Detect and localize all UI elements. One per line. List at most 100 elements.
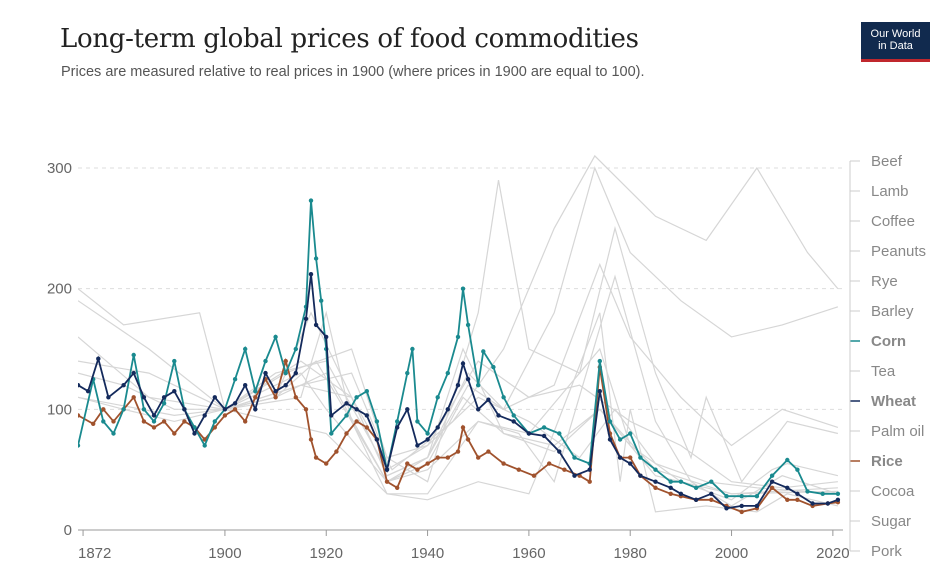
data-point-rice[interactable] (172, 431, 177, 436)
data-point-corn[interactable] (481, 349, 486, 354)
data-point-corn[interactable] (607, 419, 613, 424)
data-point-wheat[interactable] (476, 407, 481, 412)
data-point-wheat[interactable] (172, 389, 177, 394)
data-point-wheat[interactable] (273, 389, 278, 394)
legend-item-barley[interactable]: Barley (871, 303, 914, 320)
legend-item-peanuts[interactable]: Peanuts (871, 243, 926, 260)
data-point-wheat[interactable] (795, 491, 800, 496)
data-point-wheat[interactable] (182, 407, 187, 412)
data-point-corn[interactable] (374, 419, 380, 424)
data-point-rice[interactable] (455, 449, 461, 454)
data-point-corn[interactable] (395, 419, 400, 424)
data-point-corn[interactable] (557, 431, 562, 436)
data-point-rice[interactable] (531, 473, 537, 478)
data-point-corn[interactable] (243, 346, 248, 352)
data-point-rice[interactable] (384, 479, 390, 484)
data-point-wheat[interactable] (253, 407, 258, 412)
legend-item-corn[interactable]: Corn (871, 333, 906, 350)
data-point-corn[interactable] (724, 494, 729, 499)
data-point-wheat[interactable] (151, 413, 157, 418)
data-point-rice[interactable] (253, 395, 258, 400)
data-point-wheat[interactable] (638, 473, 643, 478)
data-point-corn[interactable] (308, 198, 314, 203)
data-point-wheat[interactable] (587, 467, 592, 472)
legend-item-tea[interactable]: Tea (871, 363, 896, 380)
legend-item-rice[interactable]: Rice (871, 453, 903, 470)
data-point-corn[interactable] (131, 352, 136, 358)
data-point-wheat[interactable] (678, 491, 684, 496)
legend-item-palm-oil[interactable]: Palm oil (871, 423, 924, 440)
data-point-wheat[interactable] (374, 437, 380, 442)
data-point-wheat[interactable] (222, 407, 228, 412)
data-point-corn[interactable] (141, 407, 147, 412)
series-line-cocoa[interactable] (224, 274, 839, 507)
data-point-rice[interactable] (161, 419, 167, 424)
data-point-wheat[interactable] (243, 383, 248, 388)
data-point-rice[interactable] (111, 419, 116, 424)
data-point-corn[interactable] (739, 494, 744, 499)
data-point-rice[interactable] (516, 467, 521, 472)
data-point-rice[interactable] (476, 455, 481, 460)
data-point-rice[interactable] (739, 509, 744, 515)
data-point-wheat[interactable] (131, 370, 136, 376)
data-point-wheat[interactable] (785, 485, 790, 490)
data-point-corn[interactable] (709, 479, 714, 484)
data-point-wheat[interactable] (435, 425, 440, 430)
data-point-wheat[interactable] (754, 503, 760, 509)
data-point-wheat[interactable] (511, 419, 516, 424)
data-point-wheat[interactable] (384, 467, 390, 472)
data-point-wheat[interactable] (668, 485, 673, 490)
data-point-corn[interactable] (192, 425, 197, 430)
data-point-corn[interactable] (805, 489, 810, 494)
data-point-rice[interactable] (232, 407, 238, 412)
data-point-rice[interactable] (785, 497, 790, 502)
legend-item-wheat[interactable]: Wheat (871, 393, 916, 410)
data-point-corn[interactable] (410, 346, 415, 352)
data-point-rice[interactable] (668, 491, 673, 496)
data-point-rice[interactable] (151, 425, 157, 430)
data-point-rice[interactable] (91, 421, 96, 426)
data-point-wheat[interactable] (415, 443, 420, 448)
data-point-rice[interactable] (243, 419, 248, 424)
data-point-rice[interactable] (628, 455, 633, 460)
data-point-wheat[interactable] (628, 461, 633, 466)
data-point-wheat[interactable] (96, 356, 101, 361)
data-point-corn[interactable] (460, 286, 466, 291)
owid-logo[interactable]: Our World in Data (861, 22, 930, 62)
data-point-corn[interactable] (541, 425, 547, 430)
data-point-corn[interactable] (785, 457, 790, 463)
data-point-corn[interactable] (511, 413, 516, 418)
data-point-wheat[interactable] (617, 455, 623, 460)
data-point-wheat[interactable] (425, 437, 430, 442)
data-point-rice[interactable] (486, 449, 491, 454)
data-point-corn[interactable] (202, 443, 207, 448)
data-point-rice[interactable] (293, 395, 298, 400)
legend-item-lamb[interactable]: Lamb (871, 183, 909, 200)
data-point-wheat[interactable] (557, 449, 562, 454)
data-point-wheat[interactable] (769, 479, 775, 484)
data-point-wheat[interactable] (76, 383, 81, 388)
series-line-pork[interactable] (224, 360, 838, 489)
series-line-rye[interactable] (78, 311, 838, 495)
data-point-corn[interactable] (653, 467, 658, 472)
data-point-wheat[interactable] (465, 377, 471, 382)
data-point-rice[interactable] (182, 419, 187, 424)
data-point-wheat[interactable] (106, 395, 111, 400)
data-point-rice[interactable] (415, 467, 420, 472)
data-point-wheat[interactable] (395, 425, 400, 430)
data-point-rice[interactable] (653, 485, 658, 490)
data-point-wheat[interactable] (293, 370, 298, 376)
data-point-wheat[interactable] (263, 370, 268, 376)
data-point-wheat[interactable] (572, 473, 577, 478)
data-point-rice[interactable] (769, 485, 775, 490)
data-point-corn[interactable] (76, 443, 81, 448)
data-point-wheat[interactable] (212, 395, 217, 400)
data-point-wheat[interactable] (121, 383, 126, 388)
data-point-corn[interactable] (435, 395, 440, 400)
data-point-wheat[interactable] (825, 501, 830, 506)
data-point-rice[interactable] (131, 395, 136, 400)
data-point-wheat[interactable] (597, 389, 602, 394)
data-point-wheat[interactable] (455, 383, 461, 388)
data-point-corn[interactable] (820, 491, 825, 496)
data-point-corn[interactable] (354, 395, 359, 400)
